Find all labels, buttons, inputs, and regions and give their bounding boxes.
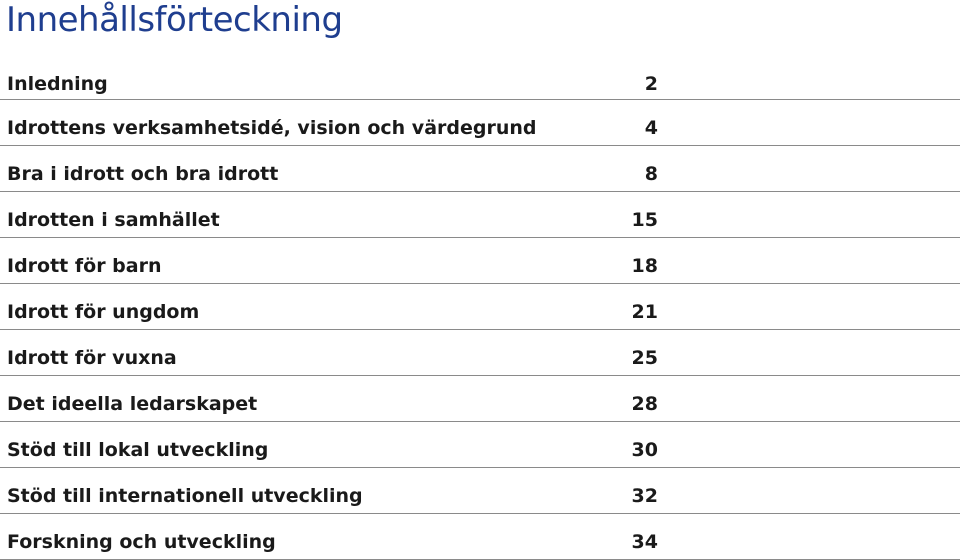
toc-entry[interactable]: Bra i idrott och bra idrott 8 xyxy=(0,146,960,192)
toc-entry[interactable]: Det ideella ledarskapet 28 xyxy=(0,376,960,422)
toc-entry-label: Forskning och utveckling xyxy=(7,531,276,553)
toc-entry[interactable]: Idrottens verksamhetsidé, vision och vär… xyxy=(0,100,960,146)
toc-entry[interactable]: Stöd till lokal utveckling 30 xyxy=(0,422,960,468)
toc-entry-page-number: 32 xyxy=(631,485,658,507)
toc-entry-label: Stöd till internationell utveckling xyxy=(7,485,363,507)
toc-entry-page-number: 2 xyxy=(644,73,658,95)
toc-entry-page-number: 15 xyxy=(631,209,658,231)
toc-entry[interactable]: Forskning och utveckling 34 xyxy=(0,514,960,560)
toc-entry-page-number: 34 xyxy=(631,531,658,553)
toc-entry-page-number: 28 xyxy=(631,393,658,415)
toc-entry-label: Idrotten i samhället xyxy=(7,209,220,231)
toc-entry-label: Idrottens verksamhetsidé, vision och vär… xyxy=(7,117,537,139)
toc-entry[interactable]: Inledning 2 xyxy=(0,54,960,100)
toc-entry[interactable]: Idrotten i samhället 15 xyxy=(0,192,960,238)
toc-entry[interactable]: Stöd till internationell utveckling 32 xyxy=(0,468,960,514)
toc-entry-page-number: 4 xyxy=(644,117,658,139)
toc-entry-label: Inledning xyxy=(7,73,108,95)
page-title: Innehållsförteckning xyxy=(6,0,343,40)
toc-entry-label: Idrott för vuxna xyxy=(7,347,177,369)
table-of-contents: Inledning 2 Idrottens verksamhetsidé, vi… xyxy=(0,54,960,560)
toc-entry-label: Idrott för barn xyxy=(7,255,162,277)
toc-entry[interactable]: Idrott för barn 18 xyxy=(0,238,960,284)
toc-entry-label: Det ideella ledarskapet xyxy=(7,393,258,415)
toc-entry-label: Stöd till lokal utveckling xyxy=(7,439,269,461)
toc-entry-page-number: 18 xyxy=(631,255,658,277)
toc-entry-page-number: 8 xyxy=(644,163,658,185)
toc-entry[interactable]: Idrott för vuxna 25 xyxy=(0,330,960,376)
toc-entry-page-number: 25 xyxy=(631,347,658,369)
toc-entry[interactable]: Idrott för ungdom 21 xyxy=(0,284,960,330)
toc-entry-page-number: 21 xyxy=(631,301,658,323)
toc-entry-page-number: 30 xyxy=(631,439,658,461)
toc-entry-label: Idrott för ungdom xyxy=(7,301,200,323)
toc-entry-label: Bra i idrott och bra idrott xyxy=(7,163,279,185)
